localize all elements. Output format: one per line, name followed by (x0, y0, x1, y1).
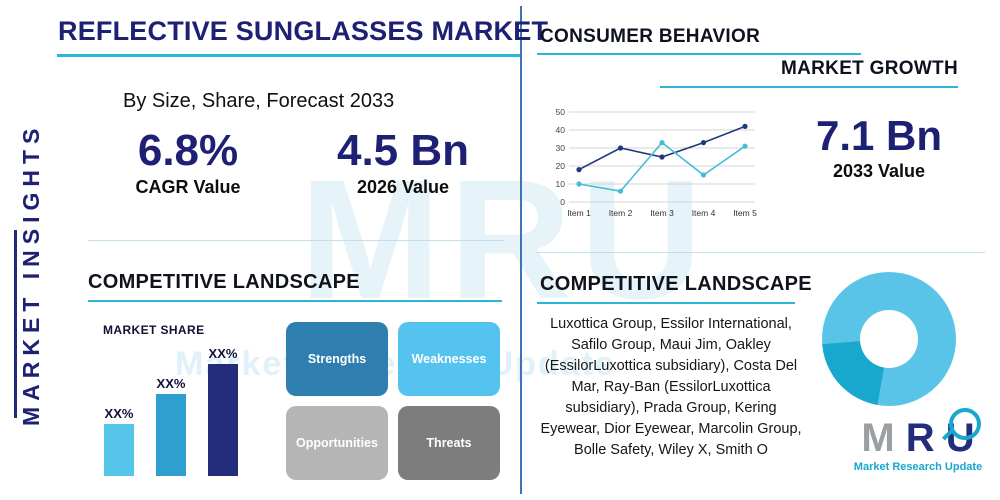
logo-letter-m: M (861, 416, 895, 460)
data-point (576, 167, 582, 173)
stat-2033: 7.1 Bn 2033 Value (786, 112, 972, 182)
consumer-line-chart: 0 10 20 30 40 50 Item 1 Item 2 Item 3 Item 4 Item … (543, 104, 765, 224)
bar-column: XX% (208, 346, 238, 476)
growth-heading-underline (660, 86, 958, 88)
page-title: REFLECTIVE SUNGLASSES MARKET (58, 16, 549, 46)
market-insights-vertical-label: MARKET INSIGHTS (18, 122, 44, 426)
line-chart-svg: 0 10 20 30 40 50 Item 1 Item 2 Item 3 Item 4 Item … (556, 107, 758, 218)
magnifier-icon (941, 408, 981, 441)
data-point (617, 145, 624, 151)
competitive-landscape-right-heading: COMPETITIVE LANDSCAPE (540, 273, 812, 295)
bar-column: XX% (104, 406, 134, 476)
value-2026: 4.5 Bn (336, 126, 470, 175)
data-point (576, 181, 582, 187)
x-tick-label: Item 5 (733, 208, 757, 218)
bar (104, 424, 134, 476)
horizontal-divider-left (88, 240, 504, 241)
y-tick-label: 50 (556, 107, 566, 117)
y-tick-label: 0 (560, 197, 565, 207)
title-underline (57, 54, 520, 57)
cagr-label: CAGR Value (135, 177, 241, 198)
swot-threats: Threats (398, 406, 500, 480)
x-tick-label: Item 1 (567, 208, 591, 218)
left-accent-line (14, 230, 17, 418)
data-point (700, 140, 707, 146)
data-point (659, 154, 665, 160)
data-point (617, 188, 624, 194)
label-2033: 2033 Value (832, 161, 926, 182)
data-point (742, 143, 748, 149)
logo-tagline: Market Research Update (853, 461, 983, 473)
data-point (659, 140, 665, 146)
vertical-divider (520, 6, 522, 494)
mru-logo: M R U Market Research Update (843, 408, 993, 473)
donut-chart (822, 272, 956, 406)
competitive-right-underline (537, 302, 795, 304)
bar (208, 364, 238, 476)
bar-value-label: XX% (156, 376, 186, 392)
swot-opportunities: Opportunities (286, 406, 388, 480)
consumer-heading-underline (537, 53, 861, 55)
y-tick-label: 40 (556, 125, 566, 135)
competitive-left-underline (88, 300, 502, 302)
stat-2026: 4.5 Bn 2026 Value (318, 126, 488, 198)
swot-grid: Strengths Weaknesses Opportunities Threats (286, 322, 500, 480)
donut-hole (860, 310, 918, 368)
y-tick-label: 20 (556, 161, 566, 171)
value-2033: 7.1 Bn (815, 112, 943, 159)
swot-weaknesses: Weaknesses (398, 322, 500, 396)
logo-letters: M R U (861, 408, 981, 460)
subtitle: By Size, Share, Forecast 2033 (123, 90, 395, 112)
bar (156, 394, 186, 476)
label-2026: 2026 Value (356, 177, 450, 198)
market-share-label: MARKET SHARE (103, 323, 205, 337)
bar-value-label: XX% (104, 406, 134, 421)
data-point (742, 123, 748, 129)
x-tick-label: Item 4 (692, 208, 716, 218)
cagr-value: 6.8% (137, 126, 239, 175)
logo-letter-r: R (905, 416, 935, 460)
y-tick-label: 10 (556, 179, 566, 189)
bar-column: XX% (156, 376, 186, 476)
market-share-bar-chart: XX% XX% XX% (104, 340, 238, 476)
competitive-landscape-left-heading: COMPETITIVE LANDSCAPE (88, 271, 360, 293)
bar-value-label: XX% (208, 346, 238, 362)
watermark-subtext: Market Research Update (175, 345, 616, 383)
companies-list: Luxottica Group, Essilor International, … (540, 316, 802, 459)
data-point (700, 172, 707, 178)
x-tick-label: Item 3 (650, 208, 674, 218)
market-growth-heading: MARKET GROWTH (781, 58, 958, 79)
swot-strengths: Strengths (286, 322, 388, 396)
stat-cagr: 6.8% CAGR Value (108, 126, 268, 198)
y-tick-label: 30 (556, 143, 566, 153)
x-tick-label: Item 2 (609, 208, 633, 218)
horizontal-divider-right (535, 252, 985, 253)
consumer-behavior-heading: CONSUMER BEHAVIOR (540, 26, 761, 47)
